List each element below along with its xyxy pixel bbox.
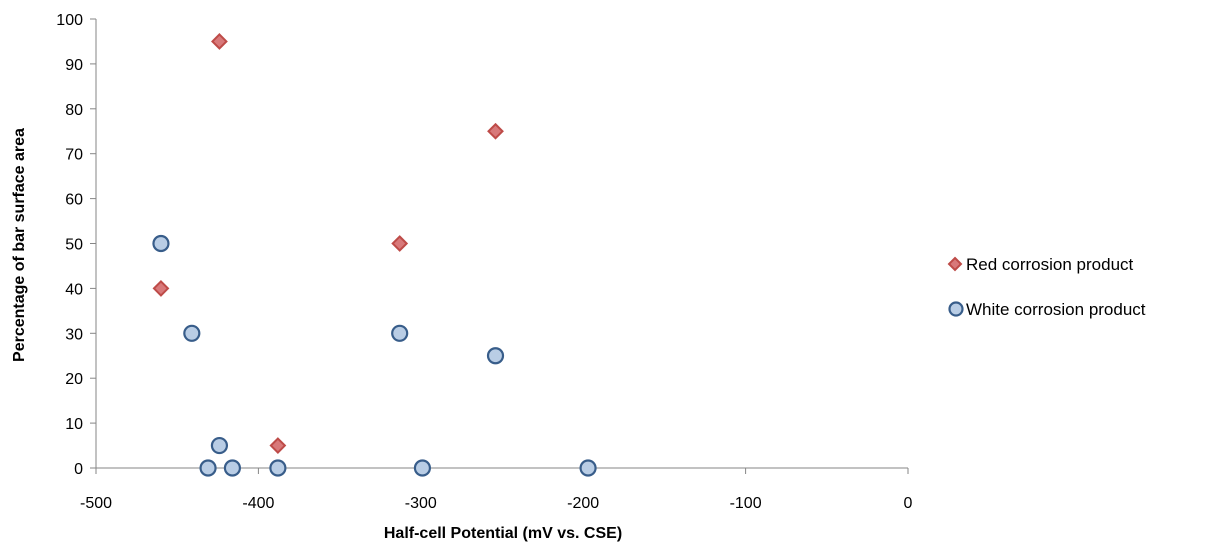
data-point [391, 235, 409, 252]
data-point [183, 324, 201, 342]
y-tick-label: 50 [65, 237, 83, 254]
y-tick-label: 100 [56, 12, 83, 29]
legend-marker [948, 301, 964, 317]
data-point [413, 459, 432, 477]
y-tick-label: 0 [74, 461, 83, 478]
x-tick-label: -200 [567, 495, 599, 512]
data-point [486, 347, 505, 365]
y-axis-title: Percentage of bar surface area [11, 128, 28, 362]
x-tick-label: -300 [405, 495, 437, 512]
data-point [152, 234, 170, 253]
y-tick-label: 80 [65, 102, 83, 119]
y-tick-label: 30 [65, 326, 83, 343]
data-points [152, 33, 597, 477]
legend-item: Red corrosion product [947, 255, 1134, 274]
data-point [487, 122, 504, 140]
y-tick-label: 70 [65, 147, 83, 164]
legend-label: White corrosion product [966, 300, 1146, 319]
x-tick-label: -100 [730, 495, 762, 512]
data-point [269, 459, 287, 477]
series-1 [152, 33, 504, 454]
data-point [579, 459, 597, 477]
y-tick-label: 20 [65, 371, 83, 388]
legend-marker [947, 256, 963, 272]
x-tick-label: -400 [242, 495, 274, 512]
series-2 [152, 234, 597, 477]
y-tick-label: 60 [65, 192, 83, 209]
data-point [152, 279, 170, 297]
x-axis-title: Half-cell Potential (mV vs. CSE) [384, 525, 622, 542]
data-point [269, 437, 287, 454]
axes [95, 19, 908, 469]
x-axis-ticks: -500 -400 -300 -200 -100 0 [80, 468, 913, 512]
y-tick-label: 90 [65, 57, 83, 74]
data-point [199, 459, 217, 477]
x-tick-label: 0 [904, 495, 913, 512]
data-point [223, 459, 242, 477]
y-axis-ticks: 0 10 20 30 40 50 60 70 80 90 100 [56, 12, 96, 478]
data-point [211, 33, 228, 50]
legend-label: Red corrosion product [966, 255, 1134, 274]
x-tick-label: -500 [80, 495, 112, 512]
y-tick-label: 10 [65, 416, 83, 433]
data-point [391, 324, 409, 342]
legend: Red corrosion product White corrosion pro… [947, 255, 1146, 319]
y-tick-label: 40 [65, 281, 83, 298]
legend-item: White corrosion product [948, 300, 1146, 319]
data-point [210, 436, 229, 455]
